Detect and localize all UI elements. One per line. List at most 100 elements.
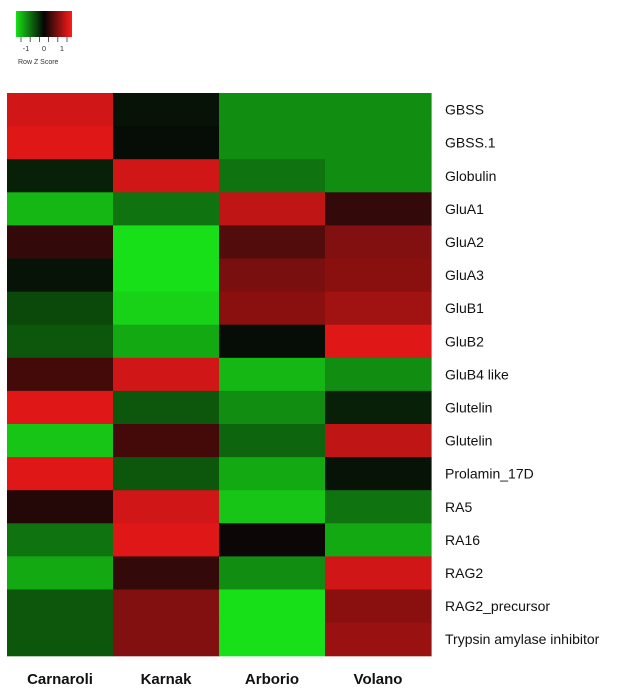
heatmap-cell-10-2 (113, 390, 220, 425)
row-label-1: GBSS (445, 102, 484, 118)
heatmap-cell-9-1 (7, 357, 114, 392)
column-label-1: Carnaroli (27, 671, 93, 688)
column-label-3: Arborio (245, 671, 299, 688)
heatmap-cell-4-1 (7, 192, 114, 226)
heatmap-cell-17-1 (7, 622, 114, 657)
heatmap-cell-10-3 (219, 390, 326, 425)
heatmap-cell-11-4 (325, 424, 432, 458)
row-label-5: GluA2 (445, 234, 484, 250)
row-label-8: GluB2 (445, 333, 484, 349)
row-label-16: RAG2_precursor (445, 598, 550, 614)
heatmap-cell-11-3 (219, 424, 326, 458)
heatmap-cell-8-2 (113, 324, 220, 359)
column-label-4: Volano (354, 671, 403, 688)
heatmap-cell-16-2 (113, 589, 220, 624)
heatmap-cell-2-1 (7, 126, 114, 160)
row-label-11: Glutelin (445, 433, 492, 449)
heatmap-cell-5-4 (325, 225, 432, 260)
heatmap-cell-2-3 (219, 126, 326, 160)
row-labels: GBSS GBSS.1 Globulin GluA1 GluA2 GluA3 GluB1 Gl… (445, 102, 600, 648)
row-label-4: GluA1 (445, 201, 484, 217)
heatmap-cell-5-3 (219, 225, 326, 260)
heatmap-cell-8-4 (325, 324, 432, 359)
heatmap-cell-11-1 (7, 424, 114, 458)
row-label-7: GluB1 (445, 300, 484, 316)
heatmap-cell-13-3 (219, 490, 326, 524)
heatmap-cell-13-2 (113, 490, 220, 524)
heatmap-cell-13-1 (7, 490, 114, 524)
heatmap-cell-1-3 (219, 93, 326, 127)
heatmap-cell-8-3 (219, 324, 326, 359)
heatmap-cell-3-3 (219, 159, 326, 193)
row-label-10: Glutelin (445, 399, 492, 415)
heatmap-cell-17-3 (219, 622, 326, 657)
row-label-13: RA5 (445, 499, 472, 515)
heatmap-cells (7, 93, 432, 657)
heatmap-cell-10-4 (325, 390, 432, 425)
heatmap-cell-11-2 (113, 424, 220, 458)
legend-tick-label-2: 0 (42, 44, 46, 53)
heatmap-cell-4-3 (219, 192, 326, 226)
heatmap-cell-3-4 (325, 159, 432, 193)
heatmap-cell-2-2 (113, 126, 220, 160)
heatmap-cell-4-4 (325, 192, 432, 226)
heatmap-cell-15-2 (113, 556, 220, 591)
heatmap-cell-7-2 (113, 291, 220, 326)
column-labels: Carnaroli Karnak Arborio Volano (27, 671, 402, 688)
heatmap-cell-7-3 (219, 291, 326, 326)
heatmap-cell-17-2 (113, 622, 220, 657)
heatmap-cell-12-1 (7, 457, 114, 491)
row-label-17: Trypsin amylase inhibitor (445, 631, 600, 647)
heatmap-cell-15-3 (219, 556, 326, 591)
heatmap-cell-14-1 (7, 523, 114, 557)
heatmap-cell-9-4 (325, 357, 432, 392)
heatmap-cell-16-4 (325, 589, 432, 624)
legend-tick-label-3: 1 (60, 44, 64, 53)
row-label-14: RA16 (445, 532, 480, 548)
heatmap-cell-14-4 (325, 523, 432, 557)
heatmap-cell-5-2 (113, 225, 220, 260)
heatmap-cell-5-1 (7, 225, 114, 260)
heatmap-cell-10-1 (7, 390, 114, 425)
heatmap-cell-1-2 (113, 93, 220, 127)
heatmap-cell-7-4 (325, 291, 432, 326)
heatmap-cell-6-3 (219, 258, 326, 293)
heatmap-cell-14-3 (219, 523, 326, 557)
row-label-6: GluA3 (445, 267, 484, 283)
heatmap-cell-7-1 (7, 291, 114, 326)
heatmap-cell-15-4 (325, 556, 432, 591)
heatmap-cell-13-4 (325, 490, 432, 524)
heatmap-cell-12-3 (219, 457, 326, 491)
row-label-15: RAG2 (445, 565, 483, 581)
row-label-12: Prolamin_17D (445, 466, 534, 482)
legend-title: Row Z Score (18, 59, 59, 66)
heatmap-cell-9-3 (219, 357, 326, 392)
heatmap-cell-6-4 (325, 258, 432, 293)
heatmap-cell-3-1 (7, 159, 114, 193)
heatmap-cell-1-4 (325, 93, 432, 127)
heatmap-cell-8-1 (7, 324, 114, 359)
heatmap-cell-12-4 (325, 457, 432, 491)
heatmap-cell-4-2 (113, 192, 220, 226)
heatmap-cell-2-4 (325, 126, 432, 160)
heatmap-cell-1-1 (7, 93, 114, 127)
row-label-3: Globulin (445, 168, 496, 184)
heatmap-cell-15-1 (7, 556, 114, 591)
heatmap-cell-16-1 (7, 589, 114, 624)
heatmap-cell-12-2 (113, 457, 220, 491)
heatmap-cell-3-2 (113, 159, 220, 193)
legend-tick-label-1: -1 (23, 44, 30, 53)
heatmap-cell-17-4 (325, 622, 432, 657)
legend-color-bar (16, 11, 72, 37)
heatmap-cell-6-2 (113, 258, 220, 293)
column-label-2: Karnak (141, 671, 193, 688)
row-label-9: GluB4 like (445, 366, 509, 382)
heatmap-cell-14-2 (113, 523, 220, 557)
heatmap-cell-16-3 (219, 589, 326, 624)
heatmap-cell-9-2 (113, 357, 220, 392)
heatmap-cell-6-1 (7, 258, 114, 293)
row-label-2: GBSS.1 (445, 135, 496, 151)
